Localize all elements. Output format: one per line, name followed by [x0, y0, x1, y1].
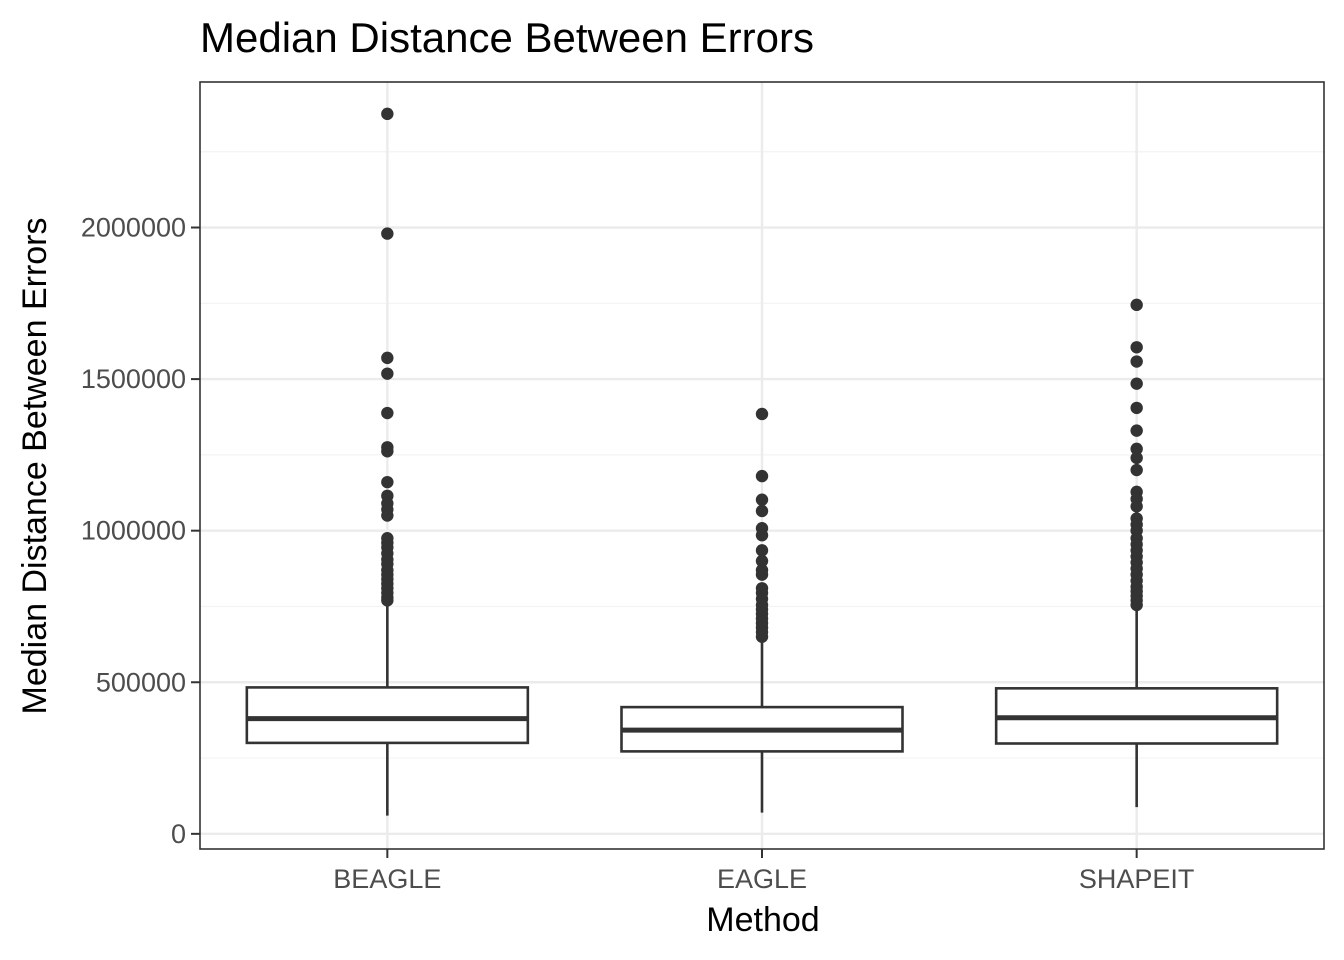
outlier-point: [1130, 442, 1143, 456]
outlier-point: [381, 594, 394, 607]
outlier-point: [1130, 451, 1143, 465]
outlier-point: [381, 445, 394, 458]
outlier-point: [1130, 598, 1143, 612]
y-tick-label: 1500000: [81, 364, 186, 394]
outlier-point: [1130, 341, 1143, 354]
outlier-point: [755, 544, 769, 557]
outlier-point: [381, 406, 394, 420]
y-tick-label: 1000000: [81, 516, 186, 546]
y-axis-title: Median Distance Between Errors: [16, 217, 54, 714]
outlier-point: [755, 493, 769, 506]
outlier-point: [381, 475, 394, 489]
outlier-point: [1130, 355, 1143, 368]
outlier-point: [755, 630, 769, 643]
iqr-box: [245, 686, 530, 745]
box-group-eagle: [620, 407, 904, 813]
outlier-point: [1130, 401, 1143, 415]
outlier-point: [1130, 298, 1143, 312]
box-group-shapeit: [994, 298, 1279, 808]
outlier-point: [755, 568, 769, 581]
box-group-beagle: [245, 107, 530, 816]
x-tick-label: SHAPEIT: [1079, 864, 1195, 894]
outlier-point: [381, 227, 394, 240]
outlier-point: [755, 554, 769, 568]
x-tick-label: BEAGLE: [333, 864, 441, 894]
outlier-point: [381, 367, 394, 380]
outlier-point: [381, 509, 394, 522]
outlier-point: [1130, 424, 1143, 437]
outlier-point: [381, 107, 394, 121]
outlier-point: [1130, 500, 1143, 513]
outlier-point: [381, 351, 394, 365]
outlier-point: [755, 469, 769, 483]
outlier-point: [755, 407, 769, 421]
y-tick-label: 500000: [96, 667, 186, 697]
y-tick-label: 0: [171, 819, 186, 849]
outlier-point: [1130, 377, 1143, 390]
x-tick-label: EAGLE: [717, 864, 807, 894]
outlier-point: [755, 504, 769, 518]
outlier-point: [1130, 463, 1143, 477]
plot-panel: [199, 81, 1325, 850]
x-axis-title: Method: [706, 901, 819, 939]
chart-title: Median Distance Between Errors: [200, 14, 814, 61]
outlier-point: [755, 529, 769, 542]
y-tick-label: 2000000: [81, 213, 186, 243]
